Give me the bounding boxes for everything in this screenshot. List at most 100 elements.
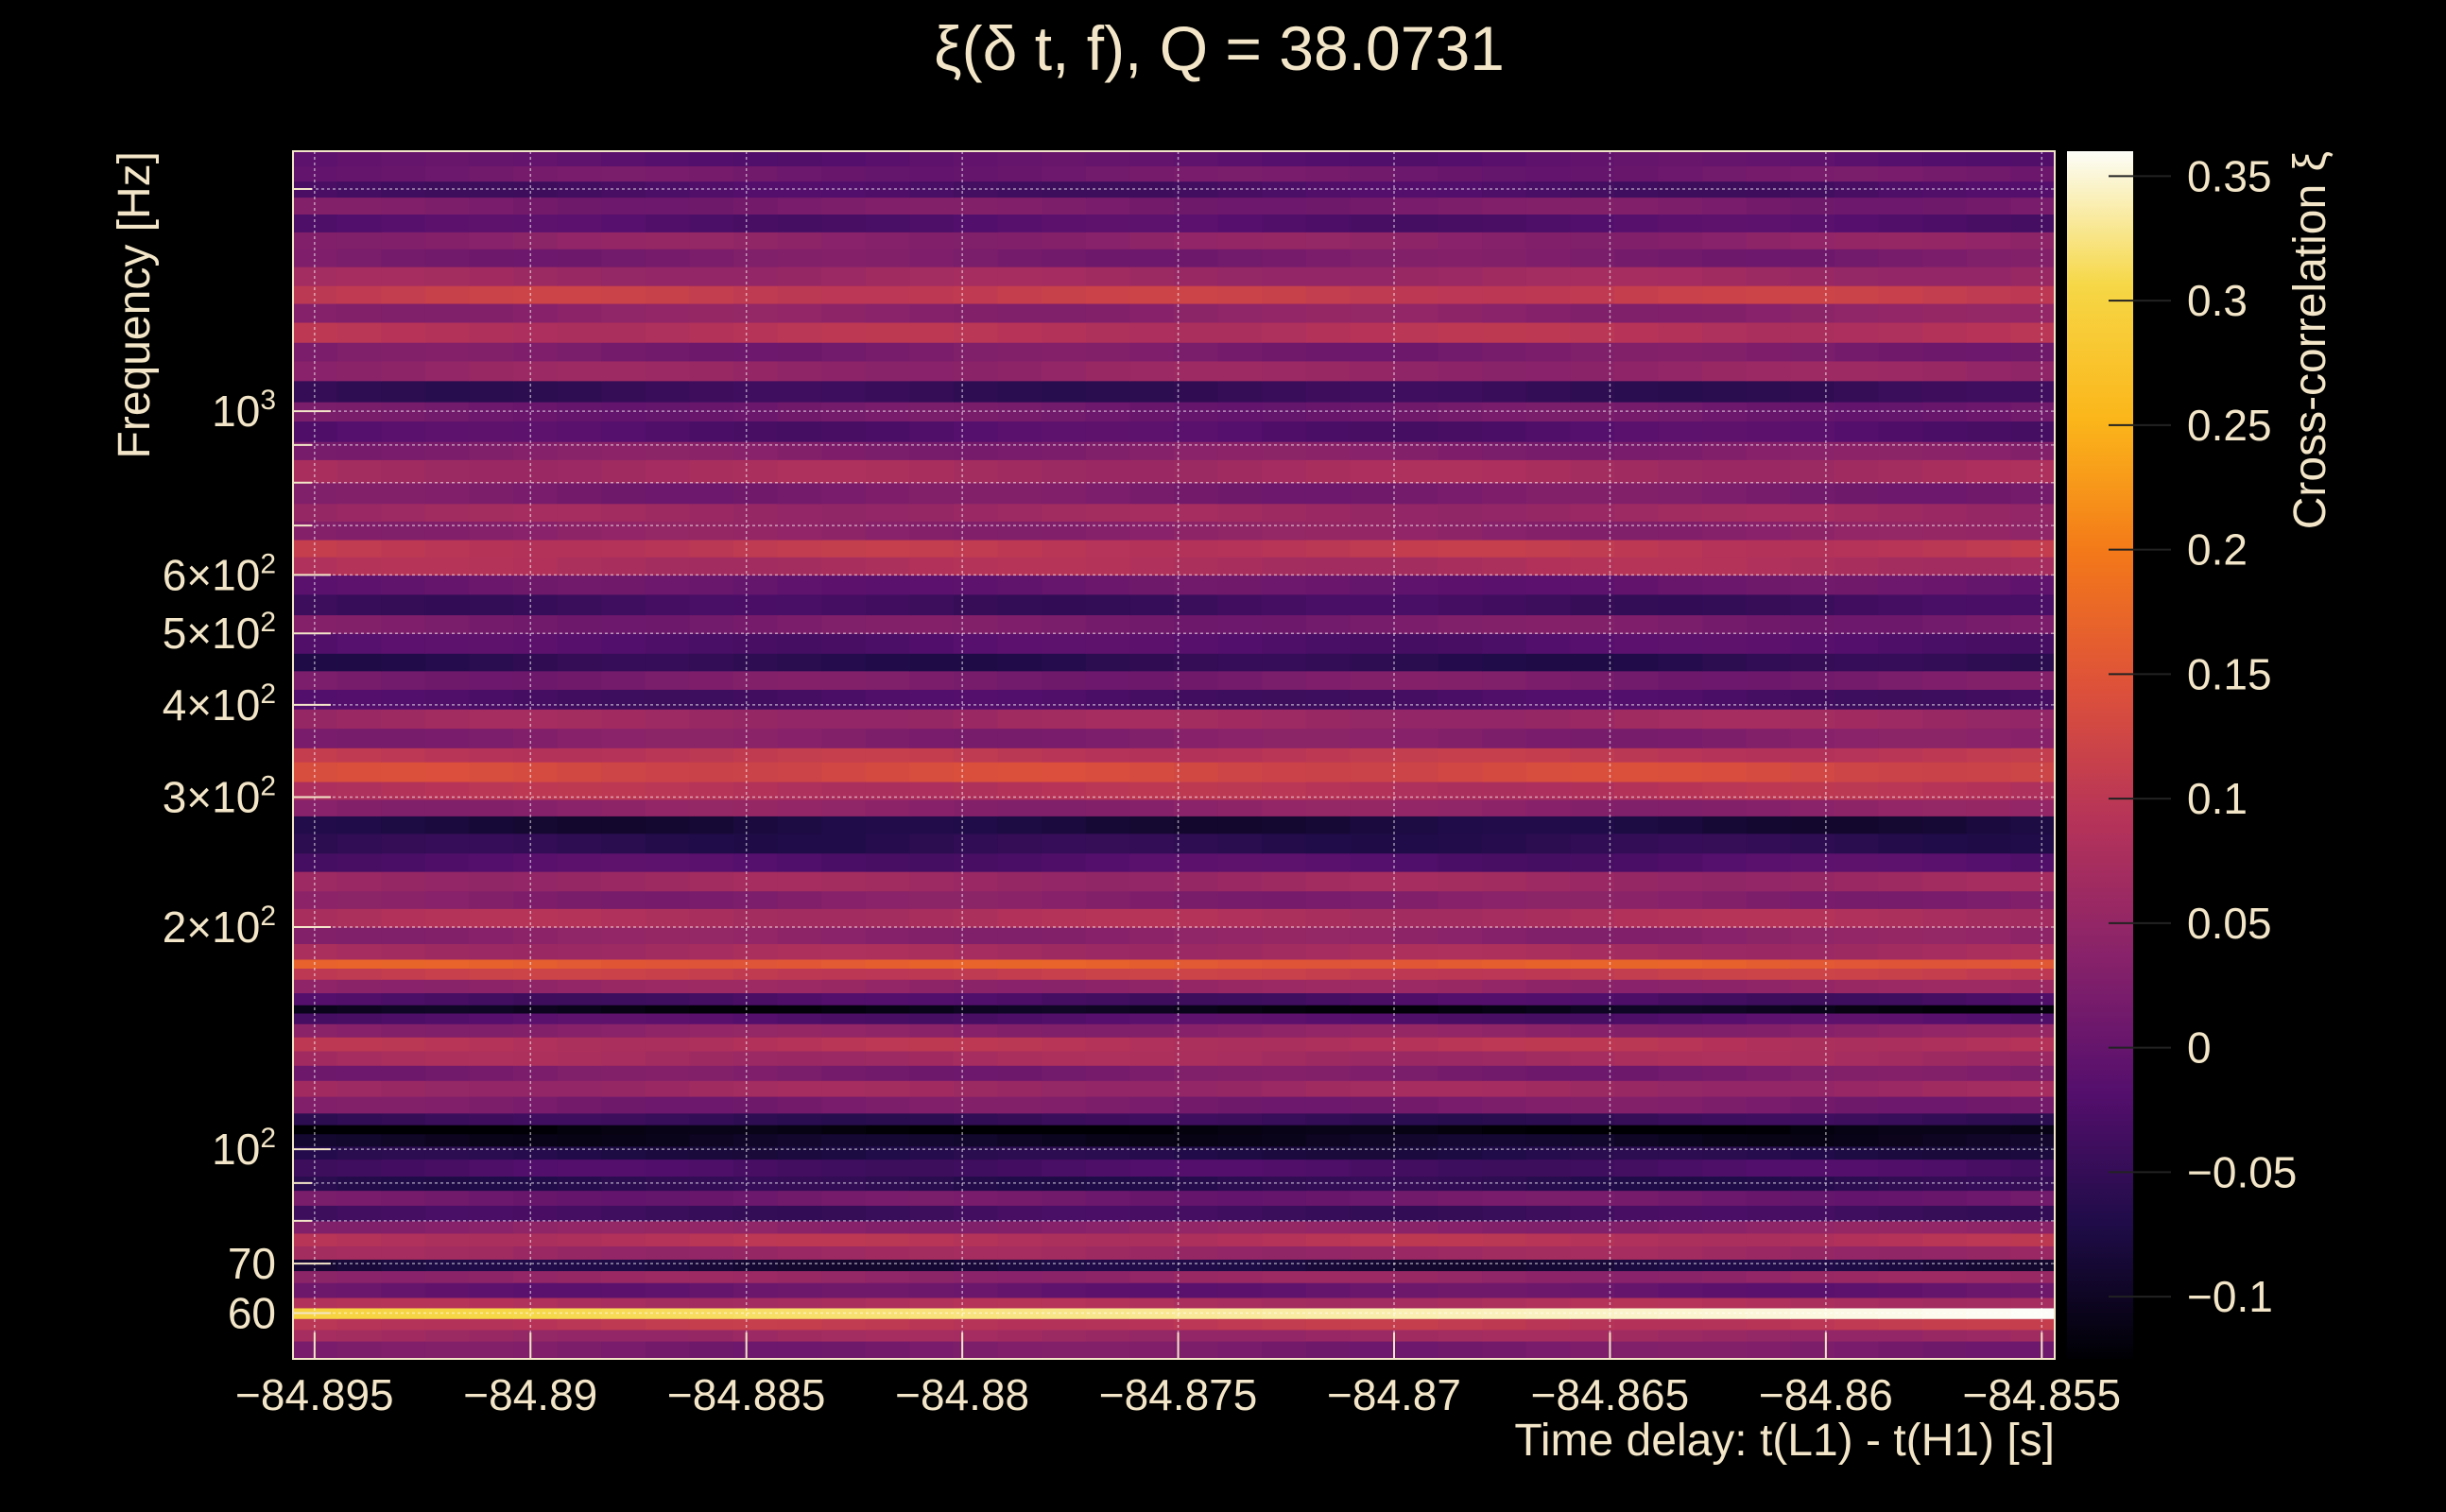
heatmap-cell: [293, 689, 338, 710]
heatmap-cell: [733, 266, 779, 286]
heatmap-cell: [424, 1246, 470, 1260]
heatmap-cell: [1262, 1232, 1307, 1246]
y-tick-label: 60: [228, 1288, 276, 1337]
heatmap-cell: [1658, 1232, 1703, 1246]
heatmap-cell: [469, 539, 514, 558]
heatmap-cell: [1438, 1307, 1483, 1319]
heatmap-cell: [469, 1050, 514, 1066]
heatmap-cell: [1305, 871, 1351, 892]
heatmap-cell: [513, 1205, 559, 1222]
heatmap-cell: [1085, 871, 1130, 892]
heatmap-cell: [1525, 214, 1571, 232]
heatmap-cell: [1174, 728, 1219, 748]
heatmap-cell: [1834, 521, 1880, 541]
heatmap-cell: [1438, 593, 1483, 616]
heatmap-cell: [1305, 1307, 1351, 1319]
heatmap-cell: [1305, 1297, 1351, 1309]
heatmap-cell: [645, 1005, 690, 1014]
heatmap-cell: [1350, 1050, 1395, 1066]
heatmap-cell: [1525, 871, 1571, 892]
heatmap-cell: [381, 979, 426, 994]
heatmap-cell: [865, 670, 910, 690]
heatmap-cell: [1305, 1190, 1351, 1206]
heatmap-cell: [1217, 1145, 1263, 1160]
heatmap-cell: [1305, 1005, 1351, 1014]
heatmap-cell: [1878, 1282, 1923, 1298]
heatmap-cell: [601, 1145, 646, 1160]
heatmap-cell: [689, 459, 734, 484]
heatmap-cell: [689, 1145, 734, 1160]
heatmap-cell: [1394, 482, 1439, 505]
heatmap-cell: [1834, 1282, 1880, 1298]
heatmap-cell: [1614, 1205, 1660, 1222]
heatmap-cell: [1438, 1259, 1483, 1272]
heatmap-cell: [2010, 482, 2055, 505]
heatmap-cell: [1042, 816, 1087, 834]
heatmap-cell: [1262, 871, 1307, 892]
heatmap-cell: [293, 1133, 338, 1147]
heatmap-cell: [336, 1205, 382, 1222]
heatmap-cell: [1746, 459, 1791, 484]
heatmap-cell: [1217, 1232, 1263, 1246]
heatmap-cell: [1570, 1259, 1615, 1272]
colorbar-tick-label: 0.3: [2187, 276, 2248, 325]
heatmap-cell: [1042, 402, 1087, 422]
heatmap-cell: [1042, 266, 1087, 286]
heatmap-cell: [1790, 614, 1835, 634]
heatmap-cell: [424, 165, 470, 182]
heatmap-cell: [1922, 1246, 1968, 1260]
heatmap-cell: [1614, 232, 1660, 249]
heatmap-cell: [1217, 232, 1263, 249]
heatmap-cell: [1217, 360, 1263, 382]
heatmap-cell: [1174, 1340, 1219, 1359]
heatmap-cell: [997, 380, 1042, 403]
heatmap-cell: [1129, 728, 1175, 748]
heatmap-cell: [645, 799, 690, 816]
heatmap-cell: [1438, 459, 1483, 484]
heatmap-cell: [513, 1297, 559, 1309]
heatmap-cell: [689, 728, 734, 748]
heatmap-cell: [1350, 1259, 1395, 1272]
heatmap-cell: [997, 728, 1042, 748]
heatmap-cell: [1129, 503, 1175, 522]
heatmap-cell: [1350, 165, 1395, 182]
heatmap-cell: [1085, 1159, 1130, 1177]
heatmap-cell: [1482, 249, 1527, 267]
heatmap-cell: [293, 1176, 338, 1192]
heatmap-cell: [1702, 459, 1748, 484]
heatmap-cell: [1438, 1050, 1483, 1066]
heatmap-cell: [381, 232, 426, 249]
heatmap-cell: [1085, 670, 1130, 690]
heatmap-cell: [1085, 557, 1130, 576]
heatmap-cell: [1438, 1318, 1483, 1331]
heatmap-cells: [293, 151, 2055, 1359]
heatmap-cell: [1834, 1012, 1880, 1024]
heatmap-cell: [336, 360, 382, 382]
heatmap-cell: [1305, 285, 1351, 304]
heatmap-cell: [1834, 1065, 1880, 1081]
heatmap-cell: [1966, 482, 2011, 505]
heatmap-cell: [1042, 1080, 1087, 1097]
heatmap-cell: [1525, 342, 1571, 362]
heatmap-cell: [2010, 503, 2055, 522]
heatmap-cell: [1702, 968, 1748, 980]
heatmap-cell: [1746, 799, 1791, 816]
heatmap-cell: [909, 747, 955, 763]
heatmap-cell: [909, 1297, 955, 1309]
heatmap-cell: [777, 762, 822, 782]
colorbar-tick-label: 0: [2187, 1023, 2212, 1073]
heatmap-cell: [1129, 633, 1175, 654]
heatmap-cell: [865, 871, 910, 892]
heatmap-cell: [1746, 1145, 1791, 1160]
heatmap-cell: [336, 1329, 382, 1342]
heatmap-cell: [1525, 1023, 1571, 1038]
heatmap-cell: [1482, 890, 1527, 909]
heatmap-cell: [645, 709, 690, 730]
heatmap-cell: [954, 1270, 999, 1283]
heatmap-cell: [954, 943, 999, 960]
heatmap-cell: [1966, 1145, 2011, 1160]
heatmap-cell: [1878, 852, 1923, 872]
heatmap-cell: [1174, 979, 1219, 994]
heatmap-cell: [381, 557, 426, 576]
heatmap-cell: [1834, 459, 1880, 484]
